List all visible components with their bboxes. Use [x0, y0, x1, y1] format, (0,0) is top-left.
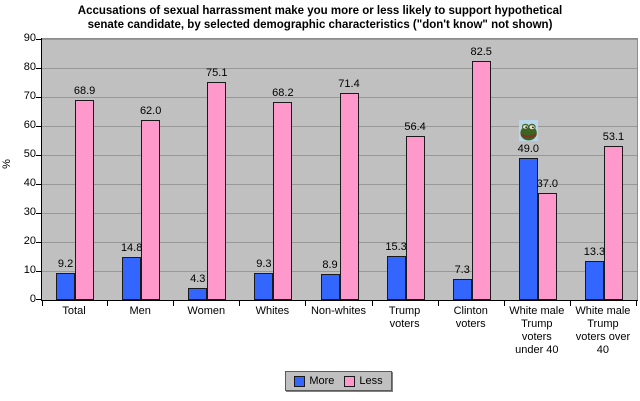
- chart-title: Accusations of sexual harrassment make y…: [77, 5, 563, 31]
- y-tick-label: 10: [23, 264, 36, 276]
- x-axis-line: [41, 300, 638, 301]
- y-tick-mark: [36, 242, 41, 243]
- bar-more: [56, 273, 76, 300]
- value-label: 56.4: [404, 121, 426, 134]
- bar-more: [122, 257, 142, 300]
- y-tick-mark: [36, 299, 41, 300]
- y-tick-label: 40: [23, 177, 36, 189]
- bar-less: [537, 192, 557, 300]
- x-tick-mark: [504, 301, 505, 306]
- x-category-label: Women: [187, 305, 226, 317]
- x-category-label: Men: [129, 305, 151, 317]
- y-tick-mark: [36, 155, 41, 156]
- value-label: 13.3: [583, 246, 606, 259]
- bar-less: [339, 92, 359, 300]
- x-tick-mark: [305, 301, 306, 306]
- bar-more: [584, 261, 604, 300]
- x-category-label: Trump voters: [388, 305, 421, 330]
- pepe-frog-icon: [519, 119, 539, 141]
- bar-less: [405, 136, 425, 300]
- legend-swatch-less: [344, 375, 356, 387]
- bar-less: [207, 82, 227, 300]
- y-tick-label: 80: [23, 61, 36, 73]
- value-label: 9.3: [256, 258, 272, 271]
- y-tick-mark: [36, 213, 41, 214]
- x-category-label: Whites: [255, 305, 290, 317]
- y-tick-label: 60: [23, 119, 36, 131]
- value-label: 7.3: [454, 263, 470, 276]
- legend-box: More Less: [285, 371, 392, 391]
- x-axis-category-labels: Total Men Women Whites Non-whites Trump voter…: [41, 305, 636, 363]
- x-tick-mark: [173, 301, 174, 306]
- gridline: [42, 68, 637, 69]
- value-label: 4.3: [190, 272, 206, 285]
- y-tick-label: 30: [23, 206, 36, 218]
- x-category-label: Total: [62, 305, 86, 317]
- bar-less: [75, 100, 95, 300]
- legend-swatch-more: [294, 375, 306, 387]
- bar-more: [452, 278, 472, 300]
- y-axis-line: [41, 38, 42, 301]
- value-label: 71.4: [338, 77, 360, 90]
- value-label: 75.1: [206, 67, 228, 80]
- value-label: 15.3: [385, 240, 407, 253]
- value-label: 8.9: [322, 259, 338, 272]
- legend-item-less: Less: [344, 375, 383, 387]
- y-tick-label: 70: [23, 90, 36, 102]
- legend: More Less: [41, 371, 636, 391]
- x-category-label: White male Trump voters under 40: [509, 305, 565, 356]
- gridline: [42, 39, 637, 40]
- bar-more: [518, 157, 538, 300]
- x-category-label: White male Trump voters over 40: [575, 305, 631, 356]
- bar-less: [603, 146, 623, 300]
- y-tick-label: 90: [23, 32, 36, 44]
- x-tick-mark: [570, 301, 571, 306]
- bar-less: [141, 120, 161, 300]
- value-label: 68.2: [272, 87, 294, 100]
- x-tick-mark: [438, 301, 439, 306]
- x-tick-mark: [42, 301, 43, 306]
- y-tick-mark: [36, 97, 41, 98]
- x-tick-mark: [372, 301, 373, 306]
- bar-more: [188, 287, 208, 300]
- y-tick-label: 20: [23, 235, 36, 247]
- y-tick-mark: [36, 271, 41, 272]
- x-tick-mark: [107, 301, 108, 306]
- y-tick-mark: [36, 68, 41, 69]
- legend-label: More: [309, 375, 335, 387]
- y-tick-mark: [36, 126, 41, 127]
- y-tick-label: 0: [29, 293, 36, 305]
- value-label: 68.9: [73, 85, 96, 98]
- bar-more: [386, 255, 406, 300]
- y-axis-tick-labels: 0 10 20 30 40 50 60 70 80 90: [0, 32, 36, 305]
- y-tick-mark: [36, 39, 41, 40]
- value-label: 14.8: [120, 242, 143, 255]
- bar-less: [273, 102, 293, 300]
- value-label: 53.1: [602, 131, 625, 144]
- x-category-label: Non-whites: [310, 305, 366, 317]
- y-tick-mark: [36, 184, 41, 185]
- value-label: 9.2: [57, 258, 74, 271]
- value-label: 49.0: [517, 142, 540, 155]
- bar-more: [254, 273, 274, 300]
- plot-area: 9.2 68.9 14.8 62.0 4.3 75.1 9.3 68.2 8.9 71.4 15.3…: [36, 38, 638, 306]
- value-label: 62.0: [139, 105, 162, 118]
- y-tick-label: 50: [23, 148, 36, 160]
- legend-label: Less: [359, 375, 383, 387]
- value-label: 37.0: [536, 177, 559, 190]
- bar-more: [320, 274, 340, 300]
- x-tick-mark: [239, 301, 240, 306]
- value-label: 82.5: [470, 45, 492, 58]
- legend-item-more: More: [294, 375, 334, 387]
- x-category-label: Clinton voters: [453, 305, 488, 330]
- bar-less: [471, 60, 491, 300]
- x-tick-mark: [636, 301, 637, 306]
